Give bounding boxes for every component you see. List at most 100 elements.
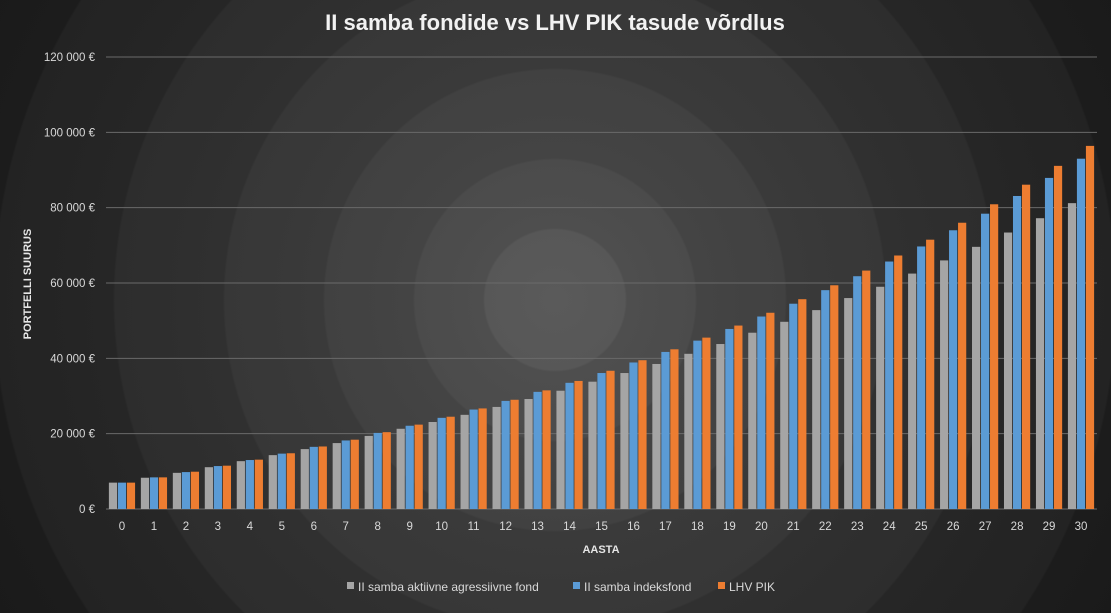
bar [437,417,446,509]
bar [382,432,391,509]
bar [949,230,958,509]
bar [940,260,949,509]
bar [757,316,766,509]
bar [958,222,967,509]
legend: II samba aktiivne agressiivne fond II sam… [347,580,775,594]
x-tick-label: 30 [1075,521,1088,533]
legend-swatch [347,582,354,589]
bar [117,482,127,509]
bar [990,204,999,509]
x-tick-label: 28 [1011,521,1024,533]
x-tick-label: 19 [723,521,736,533]
y-tick-label: 0 € [79,504,96,516]
bar [661,351,670,509]
bar [1012,195,1022,510]
bar [620,373,629,509]
x-tick-label: 22 [819,521,832,533]
bar [1021,184,1031,509]
bar [181,472,191,509]
bar [597,373,606,509]
x-tick-label: 23 [851,521,864,533]
bar [876,286,885,509]
y-tick-label: 20 000 € [50,429,95,441]
bar [1067,203,1077,509]
bar [332,443,341,509]
bar [766,312,775,509]
x-tick-label: 9 [406,521,412,533]
legend-label: II samba aktiivne agressiivne fond [358,580,539,594]
bar [126,482,136,509]
bar [373,432,382,509]
bar [533,391,542,509]
y-axis-ticks: 0 € 20 000 € 40 000 € 60 000 € 80 000 € 100 0… [44,52,96,516]
bar [405,425,414,509]
bar [1076,158,1086,509]
bar [798,299,807,509]
bar [917,246,926,510]
bar [190,471,200,509]
bar [524,399,533,509]
x-tick-label: 4 [247,521,254,533]
bar [286,453,295,509]
bar [414,424,423,509]
chart-title: II samba fondide vs LHV PIK tasude võrdl… [325,10,785,35]
y-tick-label: 60 000 € [50,278,95,290]
bar [318,446,327,509]
x-tick-label: 10 [435,521,448,533]
bar [213,466,222,509]
x-axis-ticks: 0 1 2 3 4 5 6 7 8 9 10 11 12 13 14 15 16 17 18 19 20 21 22 23 24… [119,521,1088,533]
bar [222,465,231,509]
bar [853,276,862,509]
bar [469,409,478,509]
bar [908,273,917,509]
x-tick-label: 29 [1043,521,1056,533]
bar [629,362,638,509]
bar [1085,145,1095,510]
bar [734,325,743,509]
x-tick-label: 11 [468,521,480,533]
bar [140,477,150,509]
bar [588,381,597,509]
legend-label: II samba indeksfond [584,580,691,594]
bar [981,213,990,509]
x-tick-label: 12 [499,521,512,533]
bar [245,460,254,509]
x-tick-label: 21 [787,521,800,533]
bar [684,353,693,509]
x-tick-label: 26 [947,521,960,533]
bar [1003,232,1013,509]
legend-swatch [573,582,580,589]
bar [341,440,350,509]
bar [1053,165,1063,509]
bar [748,332,757,509]
bar [1044,177,1054,509]
x-tick-label: 18 [691,521,704,533]
y-axis-title: PORTFELLI SUURUS [22,229,34,340]
bar [885,261,894,509]
bars [108,145,1095,510]
bar [350,439,359,509]
legend-swatch [718,582,725,589]
x-tick-label: 2 [183,521,189,533]
bar [702,337,711,509]
x-tick-label: 24 [883,521,896,533]
bar [158,477,168,509]
legend-label: LHV PIK [729,580,775,594]
bar [780,321,789,509]
bar [492,406,501,509]
bar [428,421,437,509]
x-axis-title: AASTA [582,544,619,556]
x-tick-label: 14 [563,521,576,533]
x-tick-label: 5 [279,521,285,533]
bar [606,370,615,509]
bar [574,380,583,509]
bar [812,310,821,509]
bar [894,255,903,509]
x-tick-label: 15 [595,521,608,533]
bar [172,472,182,509]
x-tick-label: 7 [343,521,349,533]
y-tick-label: 40 000 € [50,353,95,365]
x-tick-label: 0 [119,521,125,533]
bar [254,459,263,509]
